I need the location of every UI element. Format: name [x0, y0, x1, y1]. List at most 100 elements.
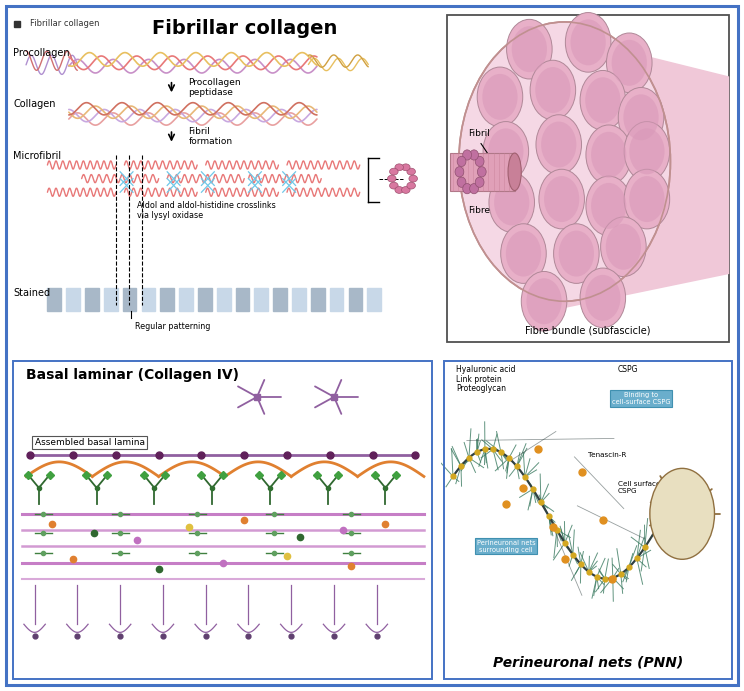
Circle shape — [455, 167, 464, 177]
Text: Proteoglycan: Proteoglycan — [456, 384, 506, 393]
Circle shape — [395, 164, 403, 171]
Text: Aldol and aldol-histidine crosslinks
via lysyl oxidase: Aldol and aldol-histidine crosslinks via… — [137, 201, 276, 220]
Ellipse shape — [618, 88, 664, 147]
Circle shape — [407, 168, 415, 175]
Text: Basal laminar (Collagen IV): Basal laminar (Collagen IV) — [26, 368, 239, 381]
Ellipse shape — [522, 272, 567, 331]
Circle shape — [478, 167, 486, 177]
Circle shape — [409, 176, 417, 182]
Bar — [349, 287, 362, 312]
Text: Microfibril: Microfibril — [13, 151, 61, 162]
Bar — [450, 153, 515, 191]
Text: Fibril
formation: Fibril formation — [189, 127, 233, 146]
Ellipse shape — [606, 33, 652, 93]
Text: Link protein: Link protein — [456, 375, 501, 384]
Ellipse shape — [629, 176, 664, 222]
Ellipse shape — [506, 231, 541, 276]
Ellipse shape — [586, 77, 620, 123]
Ellipse shape — [606, 224, 641, 269]
Ellipse shape — [623, 94, 658, 140]
Circle shape — [475, 177, 484, 187]
Ellipse shape — [591, 183, 626, 229]
Circle shape — [469, 150, 478, 160]
Ellipse shape — [459, 22, 670, 301]
Bar — [198, 287, 212, 312]
Text: Fibre: Fibre — [469, 206, 490, 215]
Bar — [141, 287, 155, 312]
Circle shape — [388, 176, 396, 182]
Ellipse shape — [544, 176, 580, 222]
Ellipse shape — [541, 122, 577, 167]
Bar — [273, 287, 287, 312]
Ellipse shape — [580, 70, 626, 130]
Ellipse shape — [489, 173, 534, 232]
Text: Fibrillar collagen: Fibrillar collagen — [31, 19, 100, 28]
Bar — [254, 287, 268, 312]
Circle shape — [395, 187, 403, 193]
Ellipse shape — [580, 268, 626, 328]
Bar — [179, 287, 193, 312]
Ellipse shape — [629, 129, 664, 174]
Text: Perineuronal nets
surrounding cell: Perineuronal nets surrounding cell — [477, 540, 535, 553]
Ellipse shape — [554, 224, 599, 283]
Circle shape — [457, 177, 466, 187]
Ellipse shape — [624, 122, 670, 181]
Bar — [104, 287, 118, 312]
Bar — [123, 287, 136, 312]
Text: Fibre bundle (subfascicle): Fibre bundle (subfascicle) — [525, 325, 651, 335]
Ellipse shape — [586, 275, 620, 321]
Ellipse shape — [508, 153, 522, 191]
Text: Fibrillar collagen: Fibrillar collagen — [152, 19, 337, 37]
Text: CSPG: CSPG — [618, 365, 638, 374]
Bar — [368, 287, 381, 312]
Circle shape — [475, 156, 484, 167]
Text: Procollagen: Procollagen — [13, 48, 70, 57]
Bar — [330, 287, 344, 312]
Ellipse shape — [483, 122, 529, 181]
Ellipse shape — [565, 12, 611, 72]
Circle shape — [463, 150, 472, 160]
Circle shape — [402, 187, 410, 193]
Ellipse shape — [612, 40, 647, 86]
Bar — [66, 287, 80, 312]
Bar — [161, 287, 174, 312]
Text: Binding to
cell-surface CSPG: Binding to cell-surface CSPG — [612, 392, 670, 405]
Bar — [85, 287, 99, 312]
Bar — [292, 287, 306, 312]
Text: Assembled basal lamina: Assembled basal lamina — [34, 438, 144, 447]
Ellipse shape — [507, 19, 552, 79]
Circle shape — [463, 184, 472, 193]
Text: Stained: Stained — [13, 287, 51, 298]
Ellipse shape — [571, 19, 606, 66]
Ellipse shape — [494, 180, 530, 225]
Ellipse shape — [527, 278, 562, 324]
Ellipse shape — [530, 60, 576, 120]
Circle shape — [390, 168, 398, 175]
Ellipse shape — [559, 231, 594, 276]
Ellipse shape — [512, 26, 547, 72]
Text: Neuron: Neuron — [668, 500, 696, 509]
Polygon shape — [565, 35, 729, 308]
Ellipse shape — [477, 67, 523, 126]
Text: Collagen: Collagen — [13, 99, 56, 108]
Ellipse shape — [586, 125, 632, 184]
Circle shape — [469, 184, 478, 193]
Ellipse shape — [600, 217, 647, 276]
Bar — [217, 287, 231, 312]
Text: Fibril: Fibril — [469, 129, 490, 138]
Ellipse shape — [586, 176, 632, 236]
Ellipse shape — [482, 74, 518, 120]
Bar — [236, 287, 249, 312]
Bar — [48, 287, 61, 312]
Text: Regular patterning: Regular patterning — [135, 322, 211, 331]
Text: Perineuronal nets (PNN): Perineuronal nets (PNN) — [493, 656, 683, 670]
Text: Cell surface
CSPG: Cell surface CSPG — [618, 482, 660, 494]
Ellipse shape — [535, 67, 571, 113]
Text: Hyaluronic acid: Hyaluronic acid — [456, 365, 516, 374]
Circle shape — [390, 182, 398, 189]
Circle shape — [407, 182, 415, 189]
Ellipse shape — [539, 169, 585, 229]
Ellipse shape — [488, 129, 524, 174]
Circle shape — [457, 156, 466, 167]
Ellipse shape — [591, 132, 626, 178]
